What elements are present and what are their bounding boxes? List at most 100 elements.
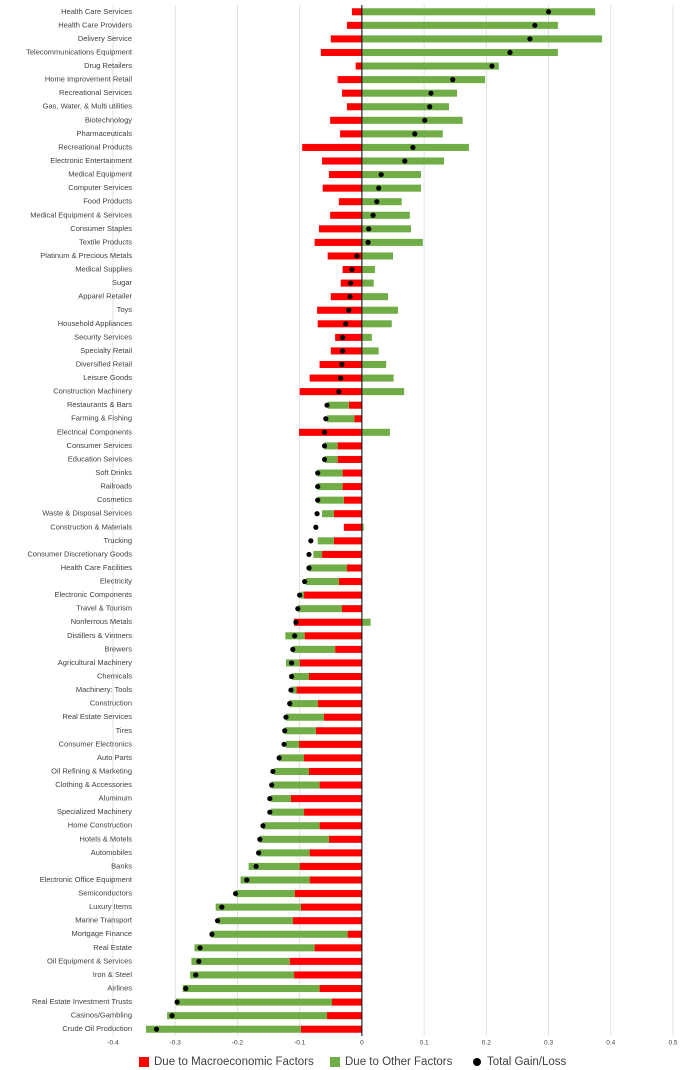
bar [317, 320, 362, 328]
category-label: Construction [90, 699, 132, 708]
bar [319, 984, 362, 993]
bar [309, 564, 347, 572]
bar [328, 171, 362, 179]
category-label: Computer Services [68, 183, 132, 192]
total-dot [347, 294, 353, 300]
category-label: Airlines [107, 984, 132, 993]
bar [304, 632, 362, 640]
bar [292, 917, 362, 925]
bar [347, 930, 362, 938]
bar [354, 415, 362, 423]
bar [348, 401, 362, 409]
category-label: Sugar [112, 278, 133, 287]
bar [330, 347, 362, 355]
bar [361, 347, 379, 355]
bar [299, 659, 362, 667]
bar [191, 957, 290, 965]
total-dot [428, 90, 434, 96]
category-label: Iron & Steel [93, 970, 133, 979]
total-dot [297, 592, 303, 598]
bar [361, 320, 392, 328]
bar [343, 523, 362, 531]
category-label: Mortgage Finance [72, 929, 132, 938]
total-dot [308, 538, 314, 544]
bar [361, 211, 410, 219]
bar [296, 686, 362, 694]
total-dot [293, 619, 299, 625]
bar [194, 944, 315, 952]
total-dot [267, 795, 273, 802]
bar [342, 469, 362, 477]
total-dot [321, 443, 328, 449]
category-label: Marine Transport [75, 916, 133, 925]
category-label: Soft Drinks [95, 468, 132, 477]
bar [346, 564, 362, 572]
category-label: Travel & Tourism [76, 604, 132, 613]
bar [215, 903, 301, 911]
bar [309, 849, 362, 857]
bar [322, 157, 362, 165]
category-label: Home Construction [68, 821, 132, 830]
category-label: Specialty Retail [80, 346, 132, 355]
bar [313, 550, 323, 558]
bar [274, 767, 309, 775]
bar [361, 388, 405, 396]
bar [324, 442, 338, 450]
bar [309, 767, 362, 775]
bar [299, 388, 362, 396]
total-dot [321, 429, 328, 435]
bar [335, 333, 362, 341]
bar [319, 822, 362, 830]
x-tick-label: 0.1 [420, 1040, 429, 1047]
category-label: Consumer Discretionary Goods [27, 549, 132, 558]
bar [332, 998, 362, 1006]
bar [361, 306, 398, 314]
bar [318, 225, 362, 233]
total-dot [282, 728, 288, 734]
category-label: Drug Retailers [84, 61, 132, 70]
bar [294, 618, 362, 626]
bar [361, 8, 596, 16]
x-tick-label: 0.2 [482, 1040, 491, 1047]
bar [337, 455, 362, 463]
bar [328, 835, 362, 843]
total-dot [219, 904, 225, 910]
total-dot [427, 104, 433, 110]
category-label: Recreational Products [58, 142, 132, 151]
total-dot [283, 714, 289, 720]
total-dot [295, 606, 301, 612]
bar [341, 605, 362, 613]
category-label: Consumer Services [67, 441, 133, 450]
bar [355, 62, 362, 70]
bar [190, 971, 295, 979]
category-label: Clothing & Accessories [55, 780, 132, 789]
total-dot [402, 158, 408, 164]
bar [361, 293, 389, 301]
category-label: Electronic Components [54, 590, 132, 599]
bar [361, 171, 421, 179]
bar [327, 415, 355, 423]
category-label: Telecommunications Equipment [26, 47, 133, 56]
bar [324, 455, 338, 463]
total-dot [257, 836, 263, 842]
total-dot [193, 972, 199, 978]
total-dot [196, 958, 202, 964]
bar [327, 1012, 362, 1020]
category-label: Construction & Materials [50, 522, 132, 531]
total-dot [290, 646, 296, 652]
category-label: Automobiles [91, 848, 133, 857]
bar [361, 62, 499, 70]
bar [300, 591, 305, 599]
total-dot [306, 565, 312, 571]
bar [327, 252, 362, 260]
category-label: Chemicals [97, 671, 132, 680]
bar [340, 130, 362, 138]
total-dot [314, 511, 320, 517]
category-label: Health Care Providers [58, 20, 132, 29]
category-label: Banks [111, 861, 132, 870]
category-label: Medical Supplies [75, 265, 132, 274]
category-label: Distillers & Vintners [67, 631, 132, 640]
total-dot [183, 985, 189, 992]
bar [248, 862, 300, 870]
total-dot [267, 809, 273, 815]
